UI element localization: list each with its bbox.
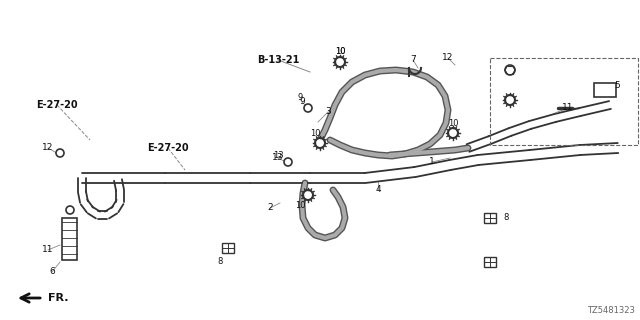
Text: 10: 10 xyxy=(295,201,305,210)
Circle shape xyxy=(335,57,345,67)
Circle shape xyxy=(284,158,292,166)
Circle shape xyxy=(303,190,313,200)
Text: 12: 12 xyxy=(42,143,54,153)
Text: 3: 3 xyxy=(325,108,331,116)
Text: 10: 10 xyxy=(448,118,458,127)
Text: 1: 1 xyxy=(429,157,435,166)
Text: 10: 10 xyxy=(335,47,345,57)
Bar xyxy=(222,243,234,253)
Text: 11: 11 xyxy=(42,245,54,254)
Text: E-27-20: E-27-20 xyxy=(36,100,78,110)
Bar xyxy=(62,218,77,260)
Bar xyxy=(594,83,616,97)
Text: E-27-20: E-27-20 xyxy=(147,143,189,153)
Text: 13: 13 xyxy=(273,150,284,159)
Circle shape xyxy=(315,138,325,148)
Text: 6: 6 xyxy=(49,268,55,276)
Text: 10: 10 xyxy=(310,129,320,138)
Text: 8: 8 xyxy=(503,213,508,222)
Text: TZ5481323: TZ5481323 xyxy=(587,306,635,315)
Circle shape xyxy=(505,65,515,75)
Bar xyxy=(490,58,638,145)
Text: 4: 4 xyxy=(375,186,381,195)
Text: 9: 9 xyxy=(298,93,303,102)
Text: B-13-21: B-13-21 xyxy=(257,55,299,65)
Text: 2: 2 xyxy=(267,204,273,212)
Bar xyxy=(484,257,496,267)
Circle shape xyxy=(304,104,312,112)
Text: 10: 10 xyxy=(335,47,345,57)
Text: 12: 12 xyxy=(442,53,454,62)
Circle shape xyxy=(66,206,74,214)
Text: 7: 7 xyxy=(410,55,416,65)
Circle shape xyxy=(505,95,515,105)
Text: 8: 8 xyxy=(218,258,223,267)
Text: 13: 13 xyxy=(272,154,284,163)
Circle shape xyxy=(448,128,458,138)
Circle shape xyxy=(56,149,64,157)
Text: 5: 5 xyxy=(614,81,620,90)
Text: 11: 11 xyxy=(563,103,573,113)
Text: FR.: FR. xyxy=(48,293,68,303)
Text: 9: 9 xyxy=(299,98,305,107)
Bar xyxy=(484,213,496,223)
